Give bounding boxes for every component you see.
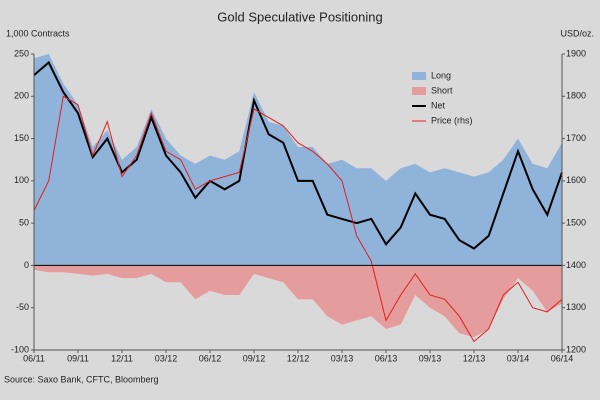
y-tick-label: 250 bbox=[14, 48, 29, 58]
y2-tick-label: 1900 bbox=[566, 48, 586, 58]
x-tick-label: 12/12 bbox=[287, 353, 310, 363]
x-tick-label: 03/12 bbox=[155, 353, 178, 363]
y2-axis-label: USD/oz. bbox=[560, 28, 594, 38]
y2-tick-label: 1600 bbox=[566, 175, 586, 185]
x-tick-label: 06/13 bbox=[375, 353, 398, 363]
x-tick-label: 03/13 bbox=[331, 353, 354, 363]
x-tick-label: 03/14 bbox=[507, 353, 530, 363]
line bbox=[33, 95, 563, 343]
x-tick-label: 12/11 bbox=[111, 353, 133, 363]
y-tick-label: 150 bbox=[14, 133, 29, 143]
x-tick-label: 06/12 bbox=[199, 353, 222, 363]
x-tick-label: 09/13 bbox=[419, 353, 442, 363]
legend-swatch bbox=[412, 87, 426, 95]
y-tick-label: -100 bbox=[11, 344, 29, 354]
x-tick-label: 09/11 bbox=[67, 353, 89, 363]
y2-tick-label: 1400 bbox=[566, 260, 586, 270]
y2-tick-label: 1300 bbox=[566, 302, 586, 312]
line bbox=[33, 60, 563, 250]
x-tick-label: 12/13 bbox=[463, 353, 486, 363]
y-tick-label: 50 bbox=[19, 218, 29, 228]
legend-label: Price (rhs) bbox=[431, 115, 473, 125]
y-tick-label: -50 bbox=[16, 302, 29, 312]
area bbox=[34, 54, 562, 266]
chart-title: Gold Speculative Positioning bbox=[217, 9, 383, 24]
legend-swatch bbox=[412, 72, 426, 80]
y-axis-label: 1,000 Contracts bbox=[6, 28, 70, 38]
x-tick-label: 06/11 bbox=[23, 353, 45, 363]
y2-tick-label: 1200 bbox=[566, 344, 586, 354]
y-tick-label: 200 bbox=[14, 91, 29, 101]
legend-label: Net bbox=[431, 100, 446, 110]
y-tick-label: 100 bbox=[14, 175, 29, 185]
y-tick-label: 0 bbox=[24, 260, 29, 270]
y2-tick-label: 1800 bbox=[566, 91, 586, 101]
legend-label: Short bbox=[431, 85, 453, 95]
legend-label: Long bbox=[431, 70, 451, 80]
y2-tick-label: 1700 bbox=[566, 133, 586, 143]
source: Source: Saxo Bank, CFTC, Bloomberg bbox=[4, 374, 159, 384]
x-tick-label: 09/12 bbox=[243, 353, 266, 363]
x-tick-label: 06/14 bbox=[551, 353, 574, 363]
y2-tick-label: 1500 bbox=[566, 218, 586, 228]
area bbox=[34, 265, 562, 338]
